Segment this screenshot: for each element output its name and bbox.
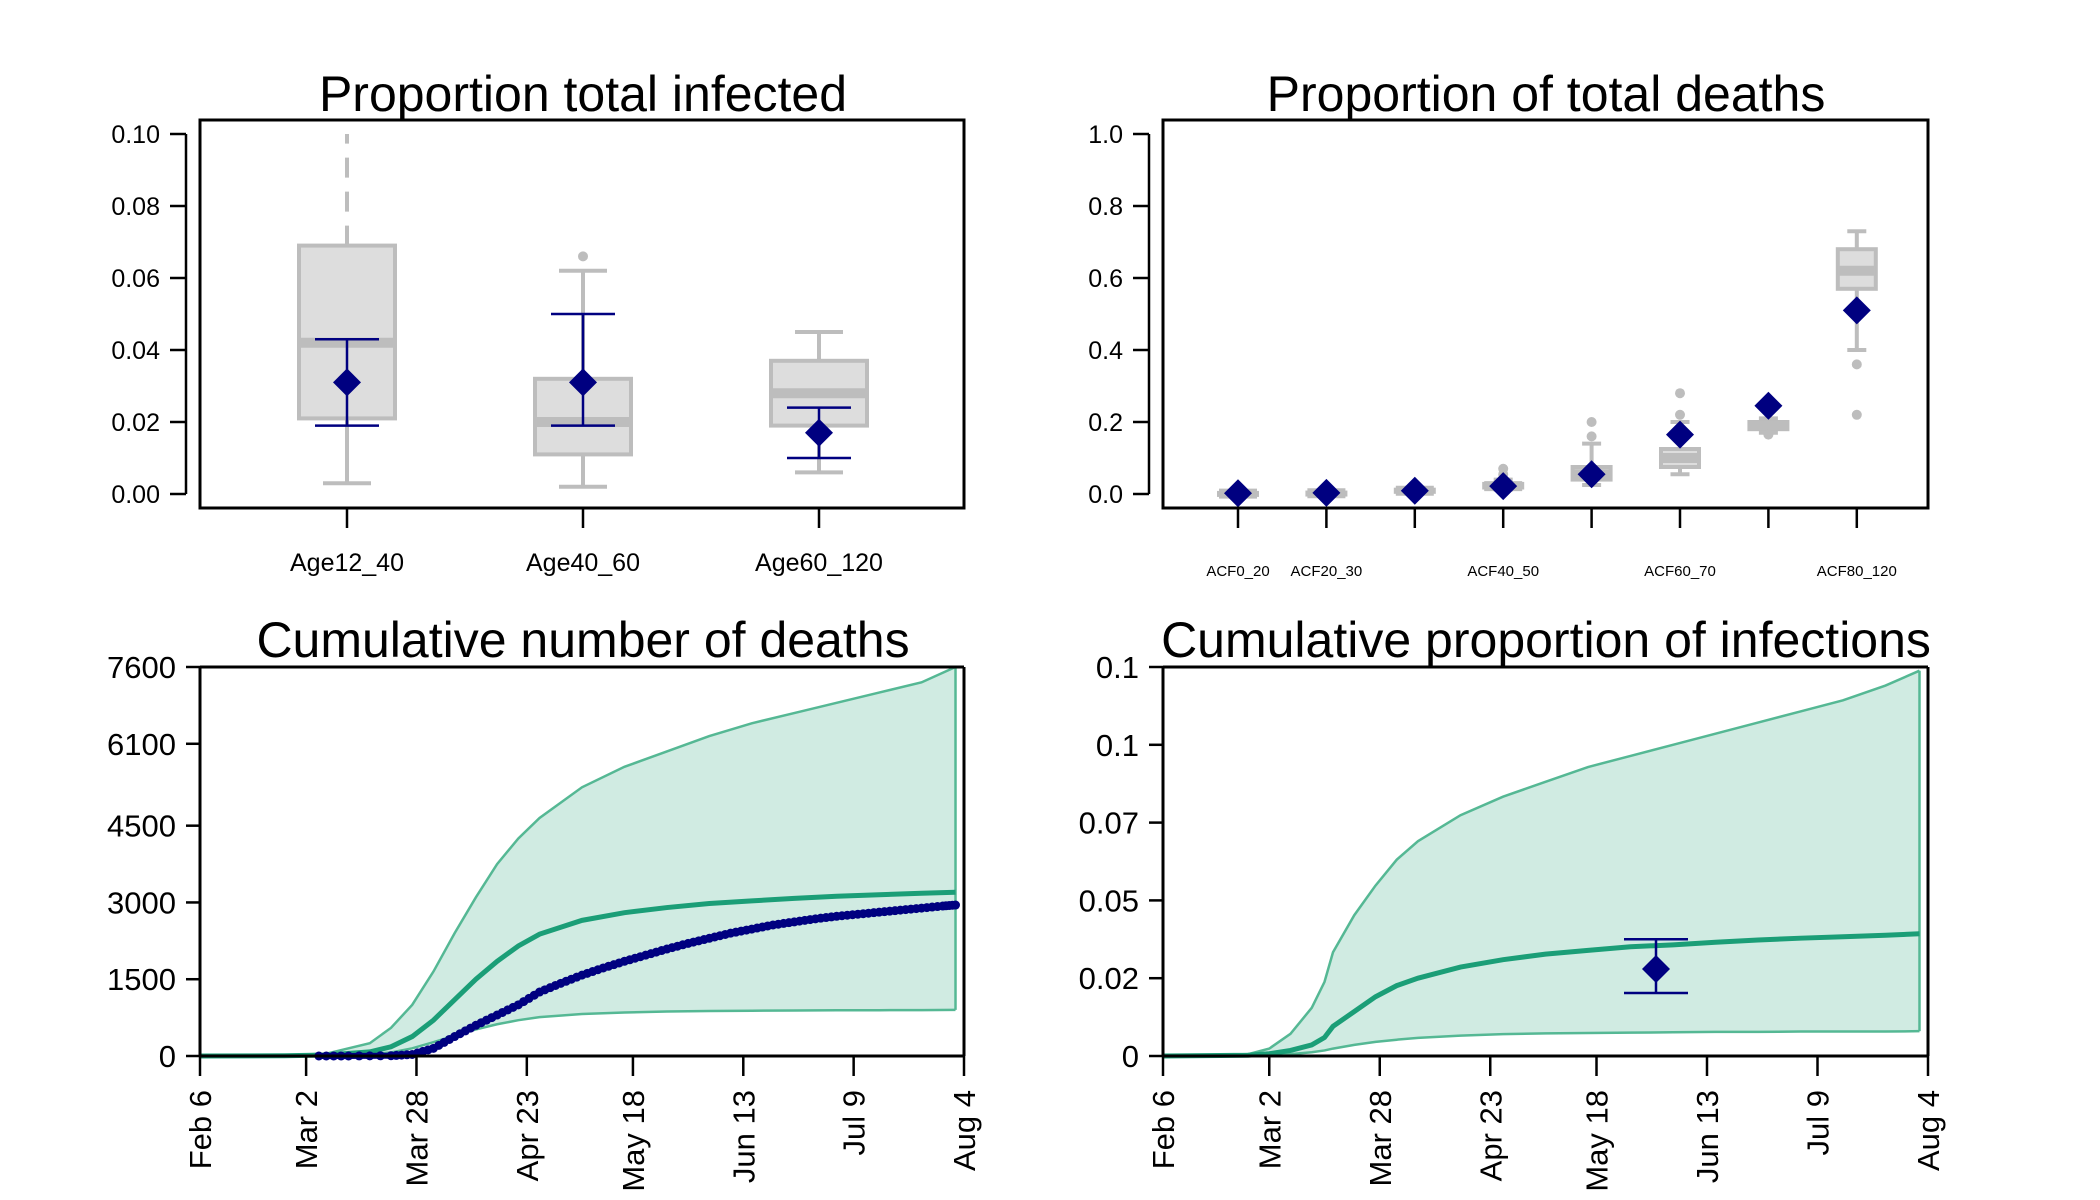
- chart-title: Proportion of total deaths: [1267, 66, 1826, 122]
- y-tick-label: 0.05: [1079, 883, 1139, 918]
- x-tick-label: Age40_60: [526, 549, 640, 577]
- y-tick-label: 1500: [107, 962, 176, 997]
- y-tick-label: 0.04: [111, 337, 160, 365]
- observed-diamond: [333, 368, 361, 397]
- y-tick-label: 3000: [107, 885, 176, 920]
- observed-diamond: [1224, 479, 1252, 508]
- outlier-point: [578, 251, 588, 262]
- x-tick-label: Feb 6: [183, 1090, 218, 1169]
- x-tick-label: Jul 9: [837, 1090, 872, 1155]
- y-tick-label: 0.00: [111, 481, 160, 509]
- outlier-point: [1498, 463, 1509, 474]
- observed-diamond: [1666, 420, 1694, 449]
- panel-proportion-infected: Proportion total infected 0.000.020.040.…: [111, 66, 966, 577]
- y-tick-label: 4500: [107, 809, 176, 844]
- axes: 0 0.02 0.05 0.07 0.1 0.1 Feb 6 Mar 2 Mar 28 Apr 2…: [1079, 650, 1946, 1192]
- observed-diamond: [1312, 478, 1341, 507]
- x-tick-label: ACF0_20: [1206, 563, 1269, 580]
- x-tick-label: Apr 23: [1473, 1090, 1508, 1181]
- observed-diamond: [805, 418, 833, 447]
- plot-marks: [1217, 229, 1878, 508]
- plot-frame: [1161, 118, 1930, 510]
- y-tick-label: 0.1: [1096, 728, 1139, 763]
- chart-title: Proportion total infected: [319, 66, 847, 122]
- x-tick-label: Age60_120: [755, 549, 883, 577]
- y-tick-label: 0.10: [111, 121, 160, 149]
- panel-cumulative-infections: Cumulative proportion of infections 0 0.0…: [1079, 612, 1946, 1192]
- outlier-point: [1675, 409, 1685, 420]
- x-tick-label: Apr 23: [510, 1090, 545, 1181]
- axes: 0 1500 3000 4500 6100 7600 Feb 6 Mar 2 Mar 28 Apr…: [107, 650, 982, 1192]
- observed-point: [951, 900, 961, 910]
- x-tick-label: Mar 28: [399, 1090, 434, 1186]
- outlier-point: [1675, 388, 1685, 399]
- observed-diamond: [1489, 472, 1518, 501]
- y-tick-label: 0.4: [1088, 337, 1123, 365]
- y-tick-label: 0.08: [111, 193, 160, 221]
- y-tick-label: 6100: [107, 727, 176, 762]
- x-tick-label: Feb 6: [1146, 1090, 1181, 1169]
- y-tick-label: 0: [1122, 1039, 1139, 1074]
- observed-diamond: [1642, 954, 1670, 983]
- x-tick-label: ACF20_30: [1291, 563, 1363, 580]
- plot-marks: [199, 665, 961, 1061]
- x-tick-label: May 18: [1580, 1090, 1615, 1192]
- lower-bound-line: [1162, 1029, 1920, 1058]
- outlier-point: [1763, 429, 1774, 440]
- x-tick-label: May 18: [616, 1090, 651, 1192]
- y-tick-label: 0.02: [1079, 961, 1139, 996]
- upper-bound-line: [199, 665, 957, 1058]
- upper-bound-line: [1162, 669, 1920, 1058]
- panel-proportion-deaths: Proportion of total deaths 0.00.20.40.60…: [1088, 66, 1930, 580]
- x-tick-label: Aug 4: [947, 1090, 982, 1171]
- outlier-point: [1851, 409, 1862, 420]
- axes: 0.0 0.2 0.4 0.6 0.8 1.0 ACF0_20 ACF20_30 ACF40_5…: [1088, 118, 1930, 580]
- plot-marks: [1162, 669, 1921, 1059]
- x-tick-label: Mar 28: [1363, 1090, 1398, 1186]
- x-tick-label: Jun 13: [1690, 1090, 1725, 1183]
- observed-diamond: [1400, 476, 1429, 505]
- y-tick-label: 0.1: [1096, 650, 1139, 685]
- x-tick-label: ACF80_120: [1817, 563, 1897, 580]
- x-tick-label: ACF60_70: [1644, 563, 1716, 580]
- y-tick-label: 0.6: [1088, 265, 1123, 293]
- observed-diamond: [569, 368, 597, 397]
- observed-diamond: [1842, 296, 1871, 325]
- x-tick-label: Jul 9: [1801, 1090, 1836, 1155]
- y-tick-label: 7600: [107, 650, 176, 685]
- y-tick-label: 0.07: [1079, 806, 1139, 841]
- chart-title: Cumulative number of deaths: [256, 612, 909, 668]
- y-tick-label: 0.2: [1088, 409, 1123, 437]
- axes: 0.00 0.02 0.04 0.06 0.08 0.10 Age12_40 Age40_60…: [111, 118, 966, 577]
- chart-title: Cumulative proportion of infections: [1161, 612, 1931, 668]
- uncertainty-band: [1163, 670, 1920, 1056]
- y-tick-label: 0: [159, 1039, 176, 1074]
- outlier-point: [1586, 417, 1597, 427]
- x-tick-label: Age12_40: [290, 549, 404, 577]
- plot-marks: [297, 134, 869, 489]
- median-line: [199, 889, 956, 1059]
- y-tick-label: 0.0: [1088, 481, 1123, 509]
- y-tick-label: 0.8: [1088, 193, 1123, 221]
- y-tick-label: 0.06: [111, 265, 160, 293]
- x-tick-label: Mar 2: [289, 1090, 324, 1169]
- observed-diamond: [1754, 391, 1783, 420]
- outlier-point: [1586, 431, 1597, 442]
- y-tick-label: 1.0: [1088, 121, 1123, 149]
- x-tick-label: ACF40_50: [1467, 563, 1539, 580]
- median-line: [1162, 931, 1920, 1059]
- uncertainty-band: [200, 667, 956, 1056]
- panel-cumulative-deaths: Cumulative number of deaths 0 1500 3000 450…: [107, 612, 982, 1192]
- x-tick-label: Jun 13: [726, 1090, 761, 1183]
- observed-diamond: [1577, 460, 1606, 489]
- y-tick-label: 0.02: [111, 409, 160, 437]
- lower-bound-line: [199, 1008, 956, 1058]
- outlier-point: [1851, 359, 1862, 370]
- x-tick-label: Aug 4: [1911, 1090, 1946, 1171]
- x-tick-label: Mar 2: [1252, 1090, 1287, 1169]
